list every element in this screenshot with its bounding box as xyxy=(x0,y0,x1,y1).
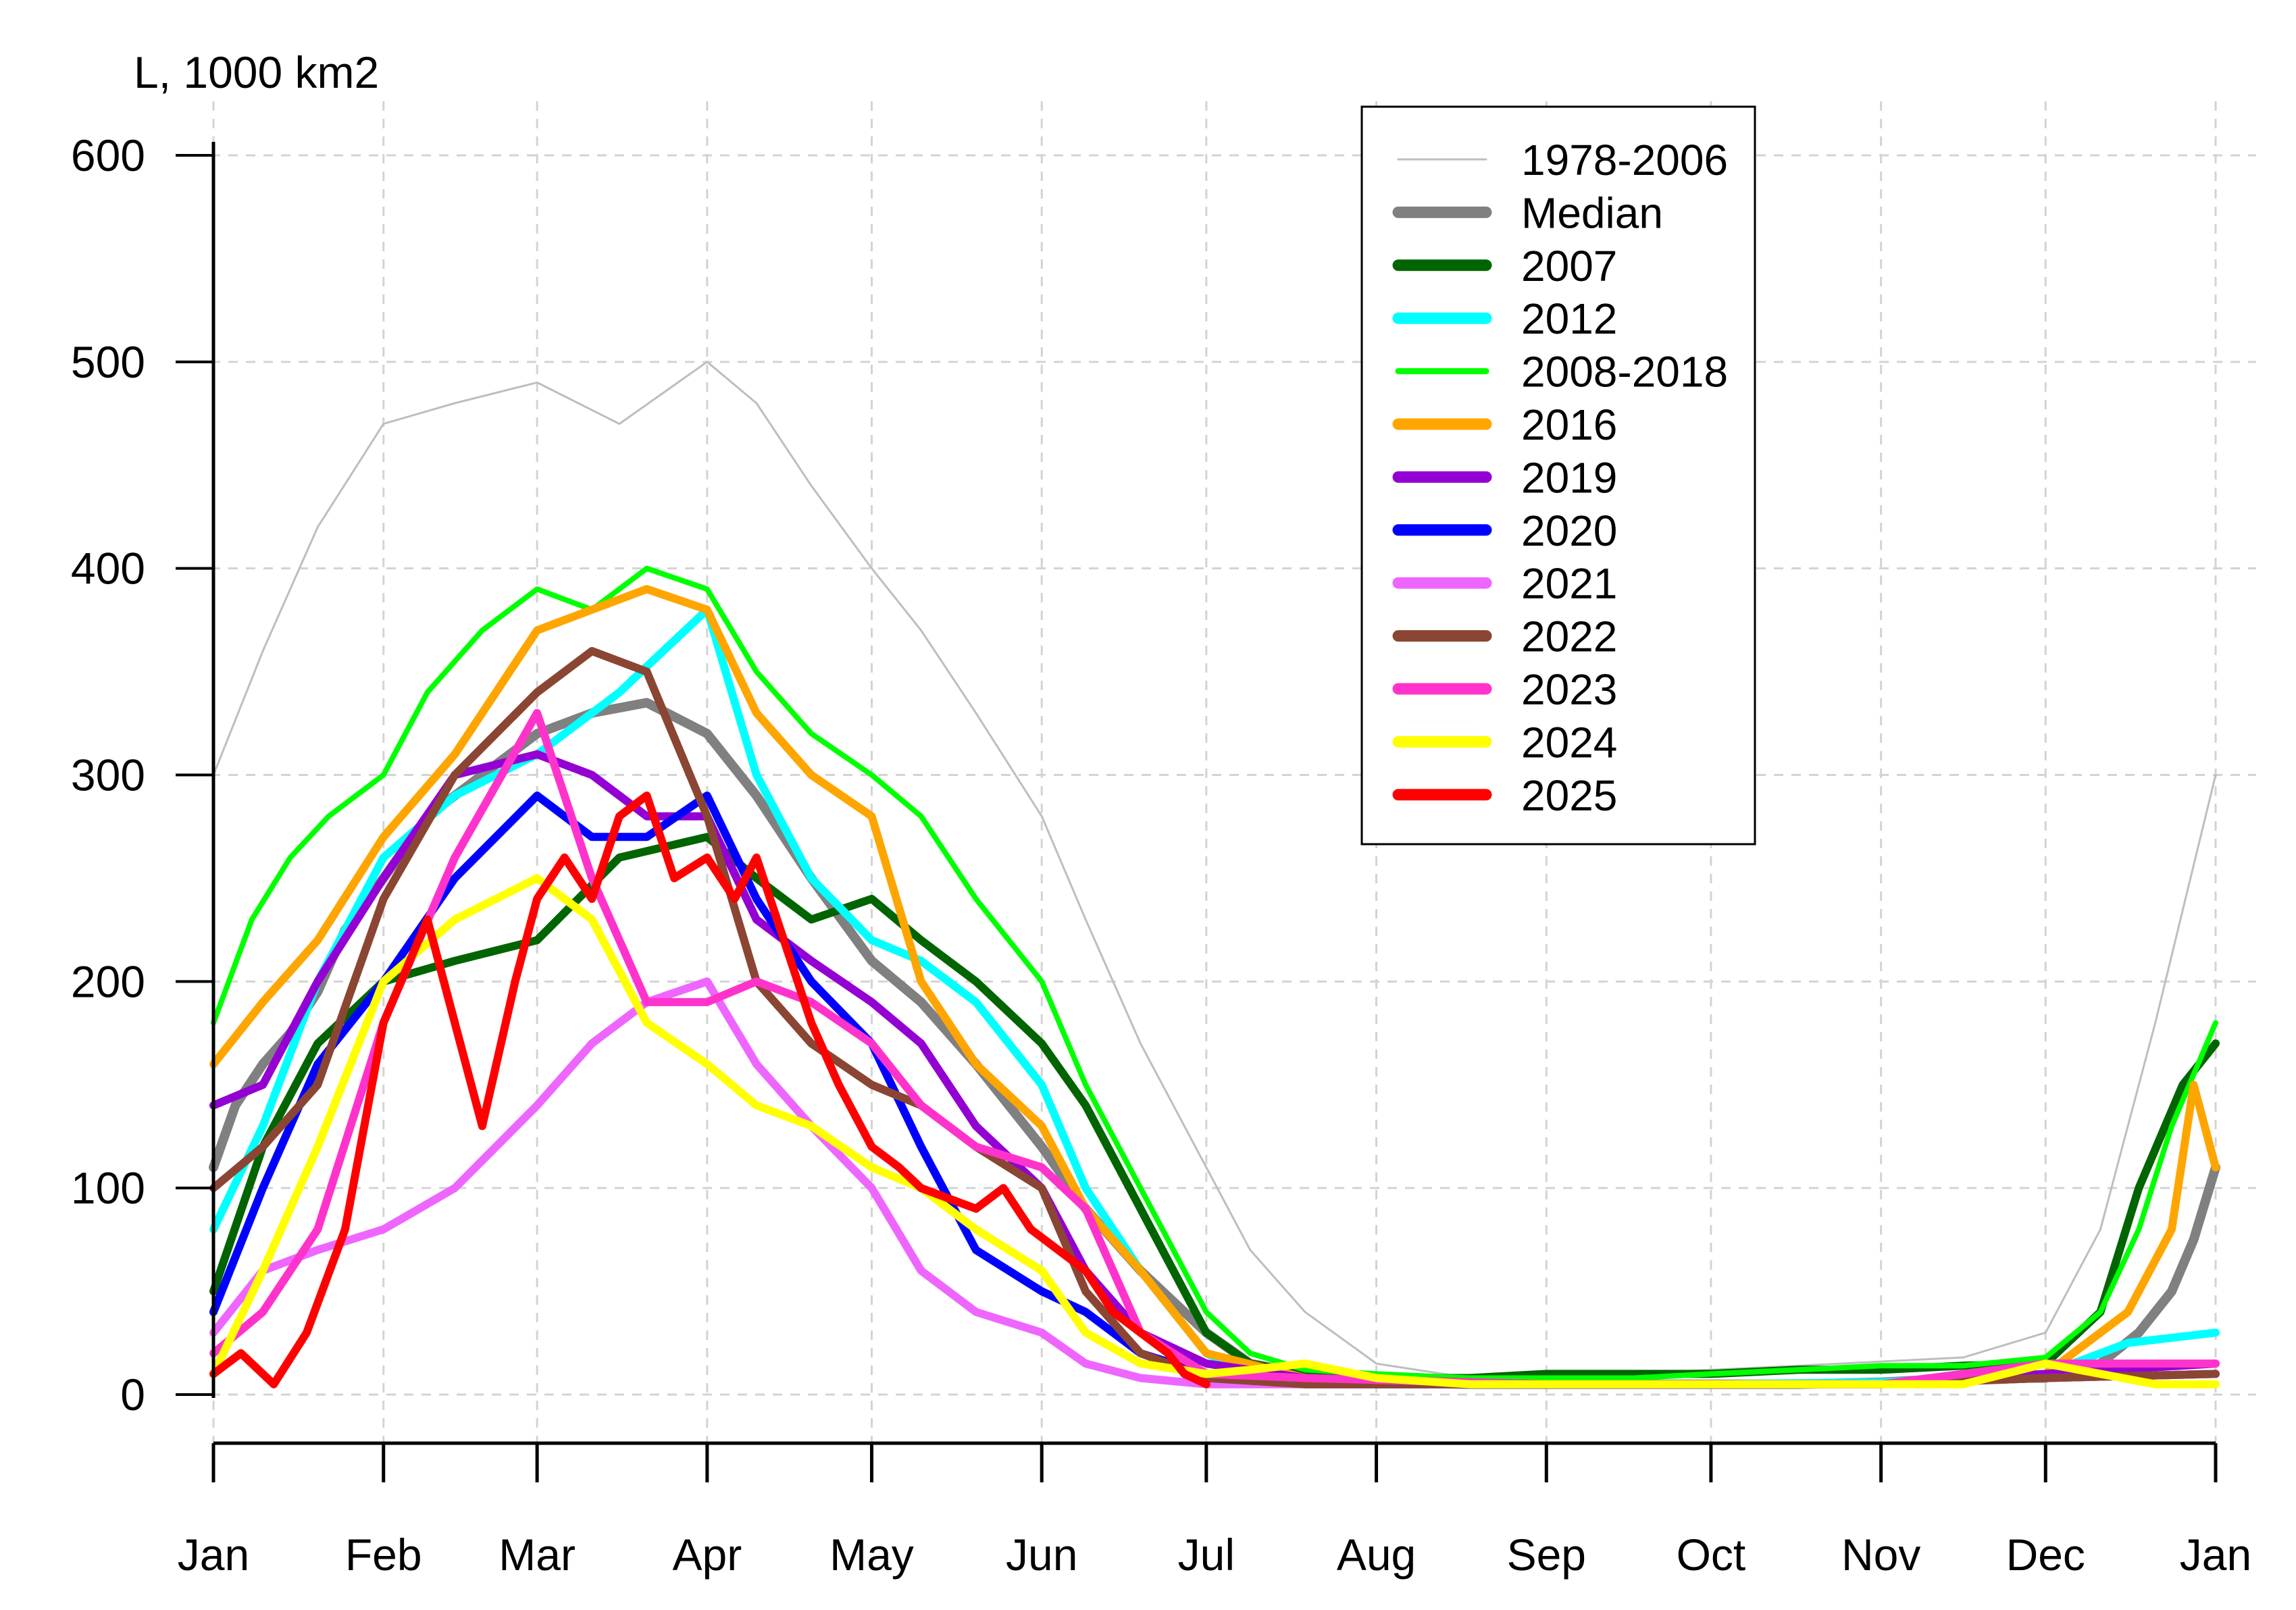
y-tick-label: 400 xyxy=(71,544,145,594)
y-tick-label: 200 xyxy=(71,956,145,1006)
legend-label: 2022 xyxy=(1521,613,1617,661)
series-line-2025 xyxy=(209,791,1210,1388)
legend-label: 2021 xyxy=(1521,559,1617,608)
legend-label: 2019 xyxy=(1521,453,1617,502)
x-tick-label: Sep xyxy=(1507,1530,1586,1580)
x-tick-label: Mar xyxy=(499,1530,576,1580)
x-tick-label: Jul xyxy=(1178,1530,1235,1580)
x-tick-label: Oct xyxy=(1677,1530,1746,1580)
y-tick-label: 600 xyxy=(71,130,145,180)
x-tick-label: Nov xyxy=(1841,1530,1920,1580)
x-tick-label: Jun xyxy=(1006,1530,1077,1580)
x-tick-label: Dec xyxy=(2006,1530,2085,1580)
series-line-2008-2018 xyxy=(211,565,2218,1381)
series-group xyxy=(209,361,2220,1389)
x-tick-label: Aug xyxy=(1337,1530,1416,1580)
y-tick-label: 300 xyxy=(71,750,145,800)
axes: 0 100 200 300 400 500 600 Jan Feb Mar Apr May Jun Jul… xyxy=(71,130,2251,1580)
series-line-1978-2006 xyxy=(212,361,2217,1379)
y-tick-label: 0 xyxy=(120,1370,145,1420)
legend-label: 2012 xyxy=(1521,294,1617,343)
legend-label: 2025 xyxy=(1521,771,1617,820)
legend-label: 2016 xyxy=(1521,400,1617,449)
y-axis-label: L, 1000 km2 xyxy=(134,47,379,97)
x-tick-label: Apr xyxy=(672,1530,742,1580)
legend-label: Median xyxy=(1521,188,1663,237)
y-tick-label: 500 xyxy=(71,337,145,387)
x-tick-label: Feb xyxy=(345,1530,422,1580)
x-tick-label: Jan xyxy=(2180,1530,2251,1580)
legend-label: 2008-2018 xyxy=(1521,348,1728,396)
series-line-2022 xyxy=(209,647,2220,1388)
legend-label: 2020 xyxy=(1521,507,1617,555)
legend-label: 2007 xyxy=(1521,242,1617,290)
legend-label: 1978-2006 xyxy=(1521,136,1728,184)
y-tick-label: 100 xyxy=(71,1163,145,1213)
x-tick-label: May xyxy=(830,1530,914,1580)
legend-label: 2023 xyxy=(1521,665,1617,714)
x-tick-label: Jan xyxy=(178,1530,249,1580)
legend-label: 2024 xyxy=(1521,718,1617,767)
